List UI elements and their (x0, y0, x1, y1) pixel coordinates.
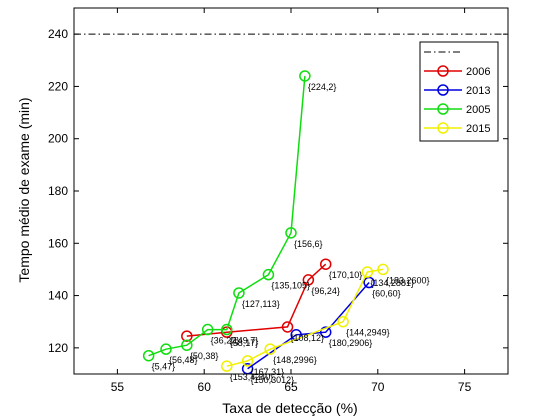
data-point (241, 355, 254, 367)
legend-marker (437, 84, 449, 96)
point-label: {5,47} (152, 362, 176, 372)
x-tick-label: 65 (284, 380, 298, 394)
y-tick-label: 140 (48, 289, 68, 303)
data-point (337, 315, 349, 328)
x-tick-label: 60 (198, 380, 212, 394)
point-label: {149,7} (230, 336, 259, 346)
legend-label: 2006 (466, 66, 490, 78)
legend-marker (437, 103, 449, 115)
point-label: {150,3012} (251, 375, 295, 385)
data-point (377, 263, 389, 276)
point-label: {153,4240} (230, 372, 274, 382)
legend-entry: 2005 (424, 103, 490, 116)
point-label: {224,2} (308, 82, 337, 92)
series-line-2006 (186, 263, 327, 337)
point-label: {36,22} (211, 336, 240, 346)
point-label: {56,48} (169, 355, 198, 365)
point-label: {135,105} (271, 281, 310, 291)
point-label-layer: {58,17} {108,12} {96,24} {170,10} {150,3012}… (152, 82, 430, 385)
y-tick-label: 200 (48, 132, 68, 146)
legend-label: 2005 (466, 104, 490, 116)
point-label: {183,2600} (386, 275, 430, 285)
data-point (160, 343, 172, 355)
point-label: {156,6} (294, 239, 323, 249)
point-label: {170,10} (329, 270, 363, 280)
y-axis-title: Tempo médio de exame (min) (16, 97, 32, 282)
point-label: {96,24} (311, 286, 340, 296)
legend-entry: 2015 (424, 122, 490, 135)
y-tick-label: 120 (48, 341, 68, 355)
point-label: {148,2996} (273, 355, 317, 365)
point-label: {60,60} (372, 289, 401, 299)
legend-label: 2015 (466, 123, 490, 135)
data-point (285, 227, 297, 239)
point-label: {144,2949} (346, 328, 390, 338)
series-layer (142, 70, 389, 375)
data-point (299, 70, 311, 82)
legend-entry: 2013 (424, 84, 490, 97)
x-tick-label: 70 (371, 380, 385, 394)
y-tick-label: 160 (48, 236, 68, 250)
y-tick-label: 220 (48, 79, 68, 93)
point-label: {134,2881} (370, 278, 414, 288)
data-point (221, 323, 233, 336)
x-tick-label: 75 (458, 380, 472, 394)
data-point (233, 287, 245, 299)
legend: 2006 2013 2005 2015 (419, 41, 499, 142)
data-point (361, 266, 374, 278)
data-point (319, 326, 332, 338)
point-label: {167,31} (251, 367, 285, 377)
y-tick-label: 240 (48, 27, 68, 41)
data-point (302, 274, 315, 286)
data-point (262, 268, 275, 281)
data-point (281, 321, 294, 333)
point-label: {127,113} (242, 299, 280, 309)
legend-marker (437, 122, 449, 134)
point-label: {50,38} (190, 351, 219, 361)
series-line-2015 (226, 268, 384, 367)
series-2015 (221, 263, 389, 372)
point-label: {180,2906} (329, 338, 373, 348)
data-point (319, 258, 332, 270)
data-point (264, 343, 276, 355)
data-point (201, 323, 214, 336)
y-tick-label: 180 (48, 184, 68, 198)
data-point (142, 349, 155, 362)
data-point (181, 330, 193, 342)
x-tick-label: 55 (111, 380, 125, 394)
data-point (221, 360, 233, 372)
legend-entry: 2006 (424, 65, 490, 78)
legend-box (419, 41, 499, 142)
legend-marker (437, 65, 449, 77)
series-2005 (142, 70, 311, 362)
legend-label: 2013 (466, 85, 490, 97)
point-label: {58,17} (230, 338, 259, 348)
point-label: {108,12} (291, 333, 325, 343)
data-point (181, 339, 193, 351)
axes-layer: 55 60 65 70 75 120 140 160 180 200 220 240 (48, 7, 509, 394)
x-axis-title: Taxa de detecção (%) (222, 400, 357, 416)
series-line-2005 (148, 75, 306, 357)
